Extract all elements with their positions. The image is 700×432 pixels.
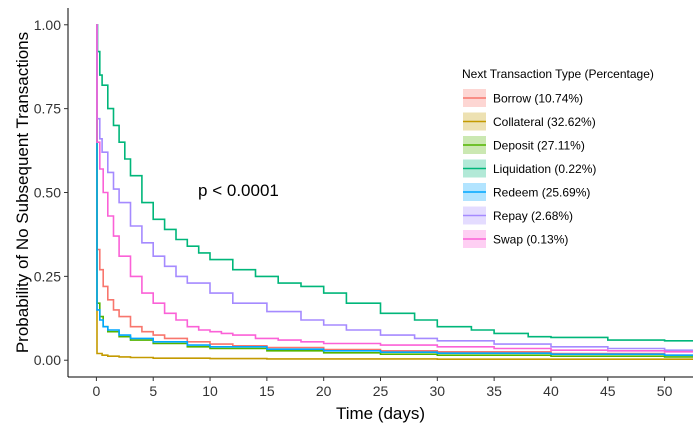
x-tick-label: 40 <box>543 383 559 399</box>
y-tick-label: 0.25 <box>34 268 61 284</box>
x-tick-label: 35 <box>486 383 502 399</box>
legend-label: Redeem (25.69%) <box>493 186 590 200</box>
series-line <box>96 24 693 360</box>
series-layer <box>96 24 693 360</box>
series-line <box>96 24 693 356</box>
series-line <box>96 24 693 342</box>
y-tick-label: 0.50 <box>34 185 61 201</box>
legend-label: Borrow (10.74%) <box>493 92 583 106</box>
x-tick-label: 45 <box>600 383 616 399</box>
series-line <box>96 24 693 353</box>
x-tick-label: 20 <box>316 383 332 399</box>
p-value-annotation: p < 0.0001 <box>198 181 279 200</box>
legend-label: Swap (0.13%) <box>493 233 568 247</box>
x-axis-ticks: 0 5 10 15 20 25 30 35 40 45 50 <box>93 377 673 399</box>
series-line <box>96 24 693 351</box>
legend: Next Transaction Type (Percentage) Borro… <box>462 67 654 248</box>
x-tick-label: 0 <box>93 383 101 399</box>
y-tick-label: 1.00 <box>34 17 61 33</box>
y-tick-label: 0.75 <box>34 101 61 117</box>
legend-title: Next Transaction Type (Percentage) <box>462 67 654 81</box>
y-axis-ticks: 0.00 0.25 0.50 0.75 1.00 <box>34 17 68 368</box>
legend-label: Liquidation (0.22%) <box>493 162 596 176</box>
legend-label: Repay (2.68%) <box>493 209 573 223</box>
legend-label: Collateral (32.62%) <box>493 115 596 129</box>
y-axis-title: Probability of No Subsequent Transaction… <box>13 32 32 353</box>
x-tick-label: 50 <box>657 383 673 399</box>
x-tick-label: 5 <box>149 383 157 399</box>
legend-items: Borrow (10.74%) Collateral (32.62%) Deposi… <box>463 89 596 248</box>
x-tick-label: 15 <box>259 383 275 399</box>
x-tick-label: 10 <box>202 383 218 399</box>
series-line <box>96 24 693 356</box>
x-axis-title: Time (days) <box>336 404 425 423</box>
legend-label: Deposit (27.11%) <box>493 139 585 153</box>
y-tick-label: 0.00 <box>34 352 61 368</box>
x-tick-label: 25 <box>373 383 389 399</box>
x-tick-label: 30 <box>430 383 446 399</box>
